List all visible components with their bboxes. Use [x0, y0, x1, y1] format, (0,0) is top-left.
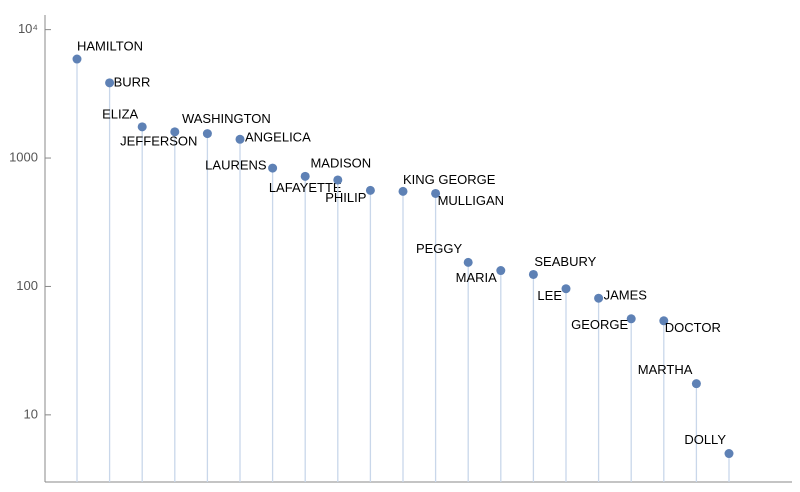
point — [724, 449, 734, 459]
point-label: DOCTOR — [665, 320, 721, 335]
y-tick-label: 1000 — [9, 149, 38, 164]
point — [365, 185, 375, 195]
point-label: HAMILTON — [77, 38, 143, 53]
point — [463, 257, 473, 267]
point — [300, 171, 310, 181]
point — [496, 266, 506, 276]
point — [398, 186, 408, 196]
point-label: WASHINGTON — [182, 111, 271, 126]
point — [691, 379, 701, 389]
point — [170, 127, 180, 137]
point-label: DOLLY — [684, 432, 726, 447]
point-label: LAURENS — [205, 158, 267, 173]
point — [431, 188, 441, 198]
point-label: MARIA — [456, 270, 498, 285]
point-label: LEE — [537, 288, 562, 303]
point — [268, 163, 278, 173]
point-label: BURR — [114, 74, 151, 89]
point-label: MARTHA — [638, 362, 693, 377]
point — [72, 54, 82, 64]
point-label: ELIZA — [102, 106, 138, 121]
point — [235, 134, 245, 144]
y-tick-label: 10⁴ — [18, 21, 38, 36]
point-label: MULLIGAN — [438, 193, 504, 208]
point — [137, 122, 147, 132]
y-tick-label: 10 — [24, 406, 38, 421]
point — [594, 293, 604, 303]
point-label: PHILIP — [325, 190, 366, 205]
point — [561, 284, 571, 294]
point — [202, 129, 212, 139]
point — [626, 314, 636, 324]
point-label: GEORGE — [571, 317, 628, 332]
point-label: MADISON — [310, 155, 371, 170]
point — [333, 175, 343, 185]
point — [105, 78, 115, 88]
point-label: LAFAYETTE — [269, 180, 342, 195]
point-label: ANGELICA — [245, 130, 311, 145]
point-label: JAMES — [604, 288, 648, 303]
point-label: PEGGY — [416, 241, 463, 256]
point-label: JEFFERSON — [120, 133, 197, 148]
point-label: KING GEORGE — [403, 172, 496, 187]
point — [528, 269, 538, 279]
point — [659, 316, 669, 326]
point-label: SEABURY — [534, 254, 596, 269]
y-tick-label: 100 — [16, 278, 38, 293]
